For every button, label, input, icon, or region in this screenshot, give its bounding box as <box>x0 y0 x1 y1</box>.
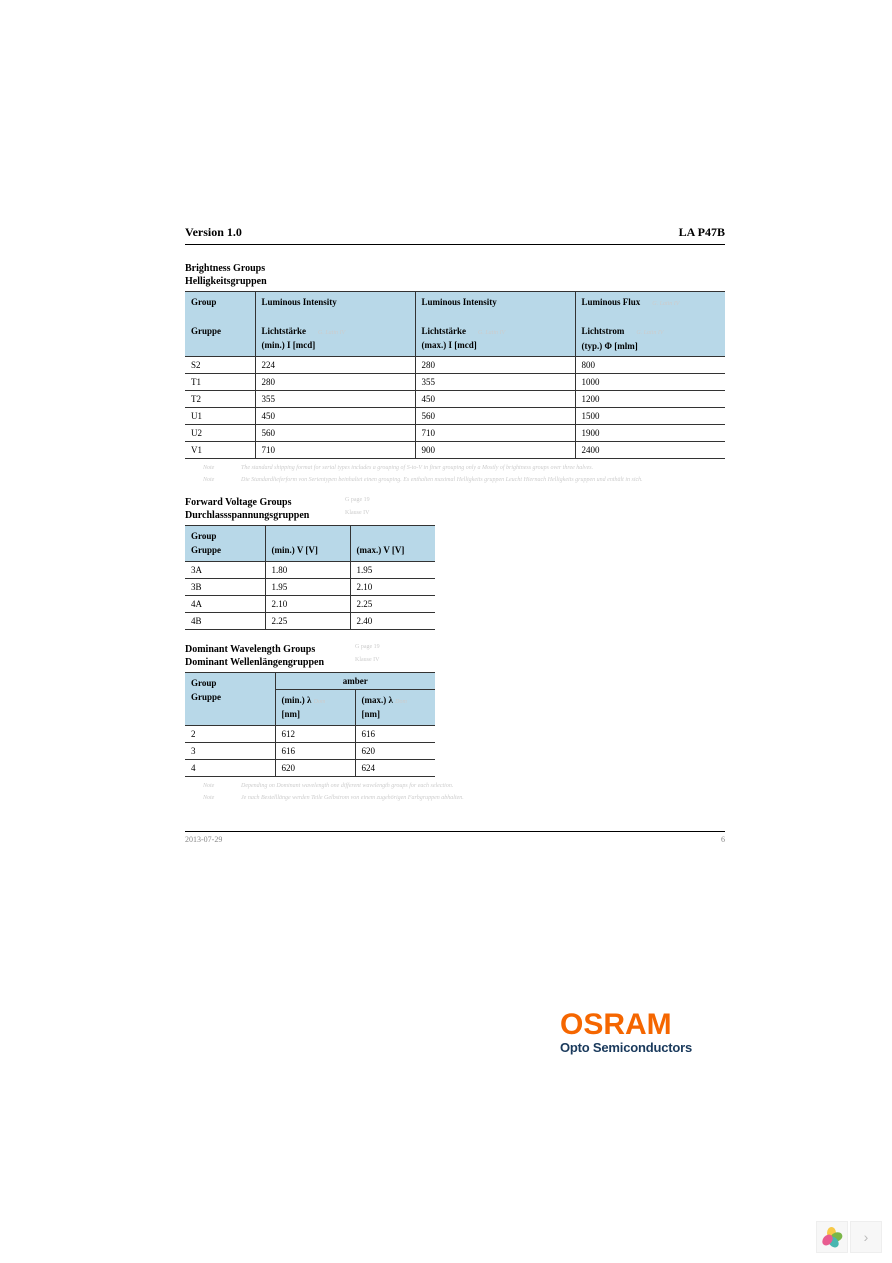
logo-brand: OSRAM <box>560 1010 725 1040</box>
cell-group: U2 <box>185 424 255 441</box>
table-row: 4A2.102.25 <box>185 595 435 612</box>
brightness-col-min: Luminous Intensity LichtstärkeG. Latin I… <box>255 292 415 357</box>
cell-max: 2.40 <box>350 612 435 629</box>
cell-flux: 800 <box>575 356 725 373</box>
cell-min: 355 <box>255 390 415 407</box>
datasheet-page: Version 1.0 LA P47B Brightness Groups He… <box>185 225 725 844</box>
bottom-toolbar: › <box>816 1221 882 1253</box>
cell-max: 616 <box>355 725 435 742</box>
voltage-table: Group Gruppe (min.) V [V] (max.) V [V] 3… <box>185 525 435 630</box>
cell-group: S2 <box>185 356 255 373</box>
brightness-col-max: Luminous Intensity LichtstärkeG. Latin I… <box>415 292 575 357</box>
cell-max: 355 <box>415 373 575 390</box>
cell-group: 3 <box>185 742 275 759</box>
wavelength-table: Group Gruppe amber (min.) λ Dom [nm] (ma… <box>185 672 435 777</box>
voltage-title-en: Forward Voltage Groups G page 19 <box>185 497 725 508</box>
cell-flux: 1900 <box>575 424 725 441</box>
brightness-title-de: Helligkeitsgruppen <box>185 276 725 287</box>
cell-flux: 1200 <box>575 390 725 407</box>
cell-group: 4 <box>185 759 275 776</box>
wavelength-col-min: (min.) λ Dom [nm] <box>275 689 355 725</box>
wavelength-span-amber: amber <box>275 672 435 689</box>
flower-icon <box>823 1228 841 1246</box>
next-button[interactable]: › <box>850 1221 882 1253</box>
cell-min: 560 <box>255 424 415 441</box>
table-row: 2612616 <box>185 725 435 742</box>
logo-subtitle: Opto Semiconductors <box>560 1040 725 1055</box>
footer-page: 6 <box>721 835 725 844</box>
table-row: S2224280800 <box>185 356 725 373</box>
table-row: 3A1.801.95 <box>185 561 435 578</box>
table-row: 3616620 <box>185 742 435 759</box>
cell-flux: 2400 <box>575 441 725 458</box>
table-row: 3B1.952.10 <box>185 578 435 595</box>
part-number: LA P47B <box>679 225 725 240</box>
flower-button[interactable] <box>816 1221 848 1253</box>
cell-min: 620 <box>275 759 355 776</box>
cell-group: T2 <box>185 390 255 407</box>
voltage-title-de: Durchlassspannungsgruppen Klause IV <box>185 510 725 521</box>
cell-min: 2.25 <box>265 612 350 629</box>
wavelength-note-1: Note Depending on Dominant wavelength on… <box>203 783 725 789</box>
cell-min: 450 <box>255 407 415 424</box>
cell-group: V1 <box>185 441 255 458</box>
cell-max: 280 <box>415 356 575 373</box>
wavelength-title-de: Dominant Wellenlängengruppen Klause IV <box>185 657 725 668</box>
cell-group: T1 <box>185 373 255 390</box>
cell-min: 224 <box>255 356 415 373</box>
cell-max: 900 <box>415 441 575 458</box>
table-row: U25607101900 <box>185 424 725 441</box>
chevron-right-icon: › <box>864 1229 869 1245</box>
wavelength-col-group: Group Gruppe <box>185 672 275 725</box>
cell-max: 2.10 <box>350 578 435 595</box>
version-label: Version 1.0 <box>185 225 242 240</box>
cell-max: 2.25 <box>350 595 435 612</box>
cell-flux: 1000 <box>575 373 725 390</box>
brightness-note-1: Note The standard shipping format for se… <box>203 465 725 471</box>
cell-min: 710 <box>255 441 415 458</box>
table-row: T23554501200 <box>185 390 725 407</box>
brightness-note-2: Note Die Standardlieferform von Serienty… <box>203 477 725 483</box>
cell-group: 4B <box>185 612 265 629</box>
table-row: T12803551000 <box>185 373 725 390</box>
cell-group: U1 <box>185 407 255 424</box>
page-footer: 2013-07-29 6 <box>185 831 725 844</box>
table-row: U14505601500 <box>185 407 725 424</box>
cell-min: 1.95 <box>265 578 350 595</box>
cell-min: 280 <box>255 373 415 390</box>
brightness-col-group: Group Gruppe <box>185 292 255 357</box>
cell-group: 4A <box>185 595 265 612</box>
cell-min: 612 <box>275 725 355 742</box>
table-row: 4B2.252.40 <box>185 612 435 629</box>
voltage-col-min: (min.) V [V] <box>265 525 350 561</box>
cell-min: 2.10 <box>265 595 350 612</box>
cell-flux: 1500 <box>575 407 725 424</box>
brightness-col-flux: Luminous FluxG. Latin IV LichtstromG. La… <box>575 292 725 357</box>
cell-group: 2 <box>185 725 275 742</box>
wavelength-col-max: (max.) λ Dom [nm] <box>355 689 435 725</box>
table-row: 4620624 <box>185 759 435 776</box>
cell-min: 1.80 <box>265 561 350 578</box>
osram-logo: OSRAM Opto Semiconductors <box>560 1010 725 1055</box>
cell-max: 560 <box>415 407 575 424</box>
footer-date: 2013-07-29 <box>185 835 222 844</box>
cell-max: 450 <box>415 390 575 407</box>
cell-group: 3B <box>185 578 265 595</box>
cell-group: 3A <box>185 561 265 578</box>
cell-max: 710 <box>415 424 575 441</box>
voltage-col-max: (max.) V [V] <box>350 525 435 561</box>
wavelength-note-2: Note Je nach Bestelllänge werden Teile G… <box>203 795 725 801</box>
brightness-table: Group Gruppe Luminous Intensity Lichtstä… <box>185 291 725 459</box>
cell-max: 1.95 <box>350 561 435 578</box>
cell-max: 620 <box>355 742 435 759</box>
cell-min: 616 <box>275 742 355 759</box>
voltage-col-group: Group Gruppe <box>185 525 265 561</box>
wavelength-title-en: Dominant Wavelength Groups G page 19 <box>185 644 725 655</box>
brightness-title-en: Brightness Groups <box>185 263 725 274</box>
table-row: V17109002400 <box>185 441 725 458</box>
page-header: Version 1.0 LA P47B <box>185 225 725 245</box>
cell-max: 624 <box>355 759 435 776</box>
